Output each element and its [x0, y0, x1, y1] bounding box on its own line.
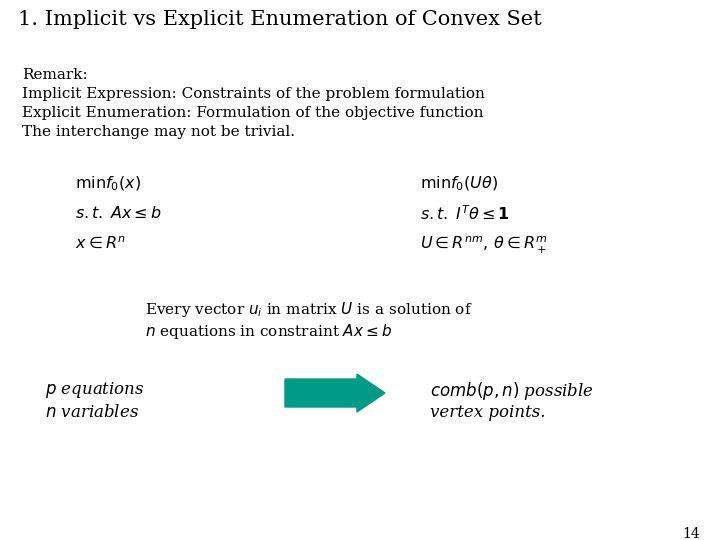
Text: The interchange may not be trivial.: The interchange may not be trivial. [22, 125, 295, 139]
Text: $n$ variables: $n$ variables [45, 404, 139, 421]
Text: $s.t.\; I^T\theta \leq \mathbf{1}$: $s.t.\; I^T\theta \leq \mathbf{1}$ [420, 205, 510, 224]
Text: 1. Implicit vs Explicit Enumeration of Convex Set: 1. Implicit vs Explicit Enumeration of C… [18, 10, 541, 29]
Text: $U \in R^{nm},\, \theta \in R^m_+$: $U \in R^{nm},\, \theta \in R^m_+$ [420, 235, 548, 256]
Text: $comb(p,n)$ possible: $comb(p,n)$ possible [430, 380, 594, 402]
Text: $n$ equations in constraint $Ax \leq b$: $n$ equations in constraint $Ax \leq b$ [145, 322, 392, 341]
Text: Implicit Expression: Constraints of the problem formulation: Implicit Expression: Constraints of the … [22, 87, 485, 101]
Text: $\min f_0(U\theta)$: $\min f_0(U\theta)$ [420, 175, 498, 193]
Text: Every vector $u_i$ in matrix $U$ is a solution of: Every vector $u_i$ in matrix $U$ is a so… [145, 300, 473, 319]
Text: $p$ equations: $p$ equations [45, 380, 145, 400]
Text: $s.t.\; Ax \leq b$: $s.t.\; Ax \leq b$ [75, 205, 162, 222]
Text: Remark:: Remark: [22, 68, 88, 82]
Text: Explicit Enumeration: Formulation of the objective function: Explicit Enumeration: Formulation of the… [22, 106, 484, 120]
FancyArrow shape [285, 374, 385, 412]
Text: $\min f_0(x)$: $\min f_0(x)$ [75, 175, 141, 193]
Text: vertex points.: vertex points. [430, 404, 546, 421]
Text: $x \in R^n$: $x \in R^n$ [75, 235, 125, 252]
Text: 14: 14 [683, 527, 700, 540]
